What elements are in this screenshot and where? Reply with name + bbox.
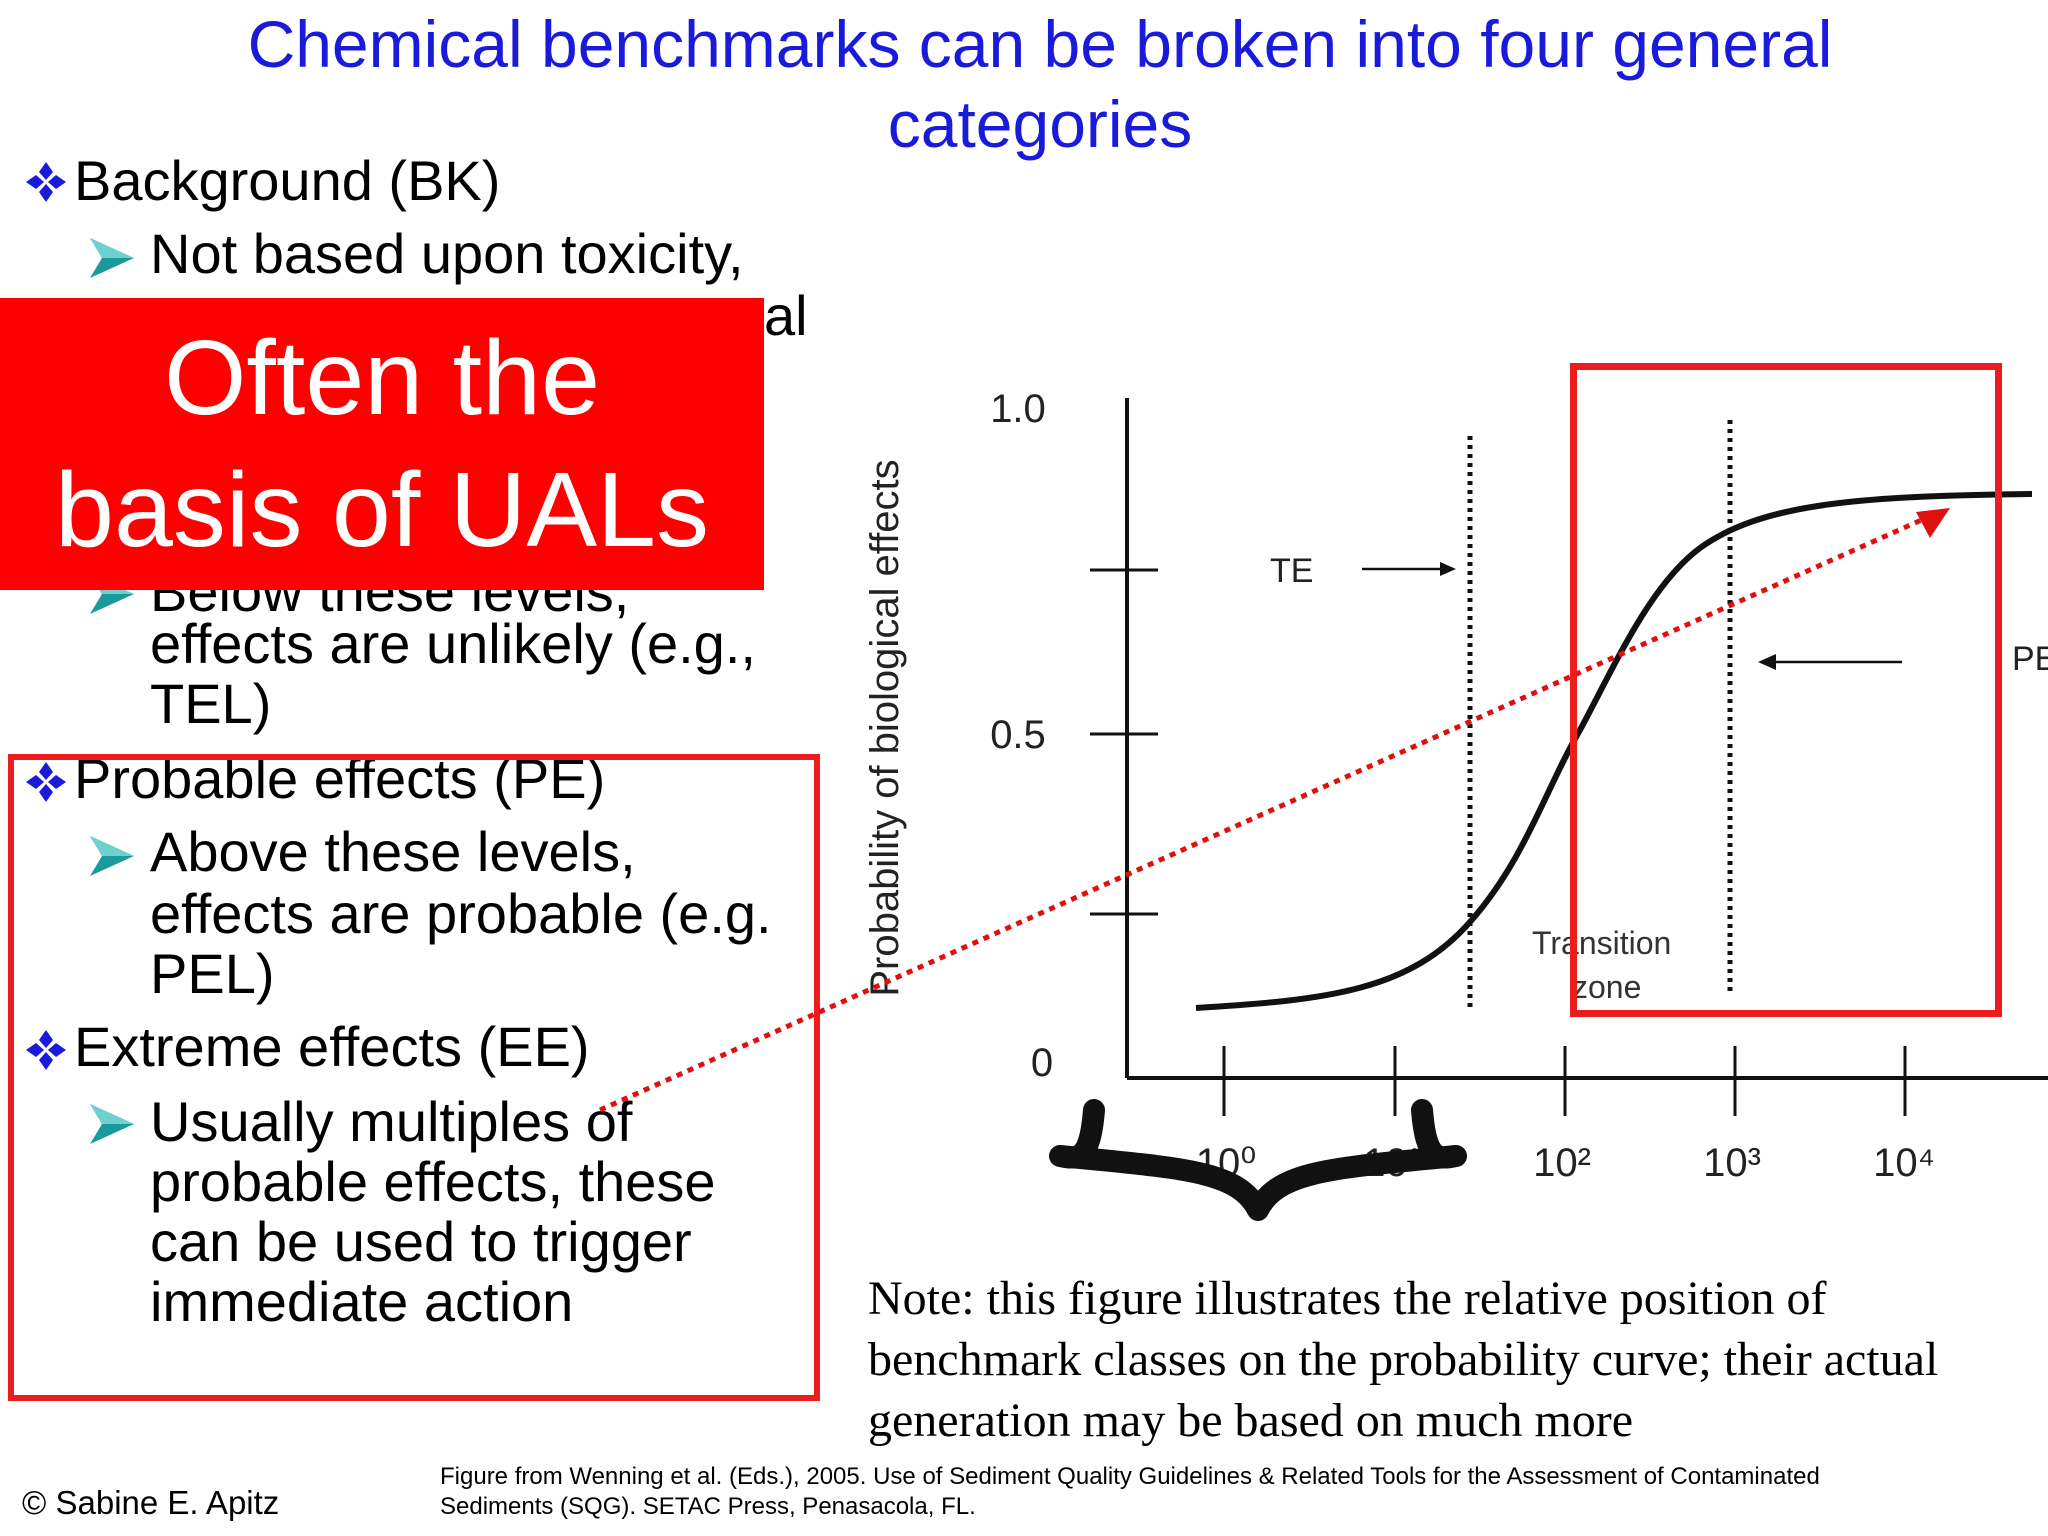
pointer-arrow-line [598, 515, 1928, 1113]
figure-citation: Figure from Wenning et al. (Eds.), 2005.… [440, 1462, 1820, 1522]
sub-bullet-text: effects are probable (e.g. [150, 882, 772, 945]
diamond-bullet-icon [26, 162, 66, 202]
sub-bullet-text: Not based upon toxicity, [150, 222, 744, 285]
diamond-bullet-icon [26, 1030, 66, 1070]
sub-bullet-text: effects are unlikely (e.g., [150, 612, 756, 675]
sub-arrow-icon [90, 238, 134, 278]
citation-line: Sediments (SQG). SETAC Press, Penasacola… [440, 1493, 976, 1520]
pointer-arrowhead-icon [1916, 508, 1950, 538]
sigmoid-curve [1195, 491, 2033, 1011]
sub-arrow-icon [90, 836, 134, 876]
y-tick-label: 0.5 [990, 713, 1046, 757]
sub-bullet-text: Above these levels, [150, 820, 636, 883]
ual-callout-banner: Often the basis of UALs [0, 298, 764, 590]
x-tick-label: 10² [1533, 1141, 1591, 1185]
te-label: TE [1270, 552, 1313, 590]
diamond-bullet-icon [26, 762, 66, 802]
sub-bullet-text: immediate action [150, 1270, 574, 1333]
bullet-label-background: Background (BK) [74, 149, 501, 212]
pe-label: PE [2012, 640, 2048, 678]
sub-bullet-text: Usually multiples of [150, 1090, 633, 1153]
highlight-box-transition [1570, 363, 2002, 1017]
slide-title: Chemical benchmarks can be broken into f… [247, 7, 1833, 161]
pe-arrowhead-icon [1758, 654, 1776, 670]
figure-note: Note: this figure illustrates the relati… [868, 1268, 2028, 1451]
note-line: benchmark classes on the probability cur… [868, 1333, 1939, 1386]
x-tick-label: 10³ [1703, 1141, 1761, 1185]
sub-bullet-text: TEL) [150, 672, 272, 735]
te-arrowhead-icon [1440, 562, 1456, 576]
y-axis-label: Probability of biological effects [863, 459, 907, 996]
transition-zone-label: zone [1572, 969, 1641, 1005]
callout-line: Often the [163, 319, 601, 437]
copyright-text: © Sabine E. Apitz [22, 1484, 280, 1521]
sub-bullet-text: probable effects, these [150, 1150, 716, 1213]
curly-brace-icon [1049, 1099, 1467, 1221]
sub-bullet-text: al [764, 284, 808, 347]
y-tick-label: 1.0 [990, 387, 1046, 431]
y-tick-label: 0 [1031, 1041, 1053, 1085]
note-line: Note: this figure illustrates the relati… [868, 1272, 1827, 1325]
highlight-box-probable-extreme [8, 754, 820, 1401]
sub-bullet-text: PEL) [150, 942, 275, 1005]
sub-arrow-icon [90, 1104, 134, 1144]
callout-line: basis of UALs [55, 451, 709, 569]
bullet-label-extreme-effects: Extreme effects (EE) [74, 1015, 590, 1078]
transition-zone-label: Transition [1532, 925, 1671, 961]
citation-line: Figure from Wenning et al. (Eds.), 2005.… [440, 1463, 1820, 1490]
sub-bullet-text: can be used to trigger [150, 1210, 692, 1273]
note-line: generation may be based on much more [868, 1394, 1634, 1447]
x-tick-label: 10⁴ [1873, 1141, 1935, 1185]
